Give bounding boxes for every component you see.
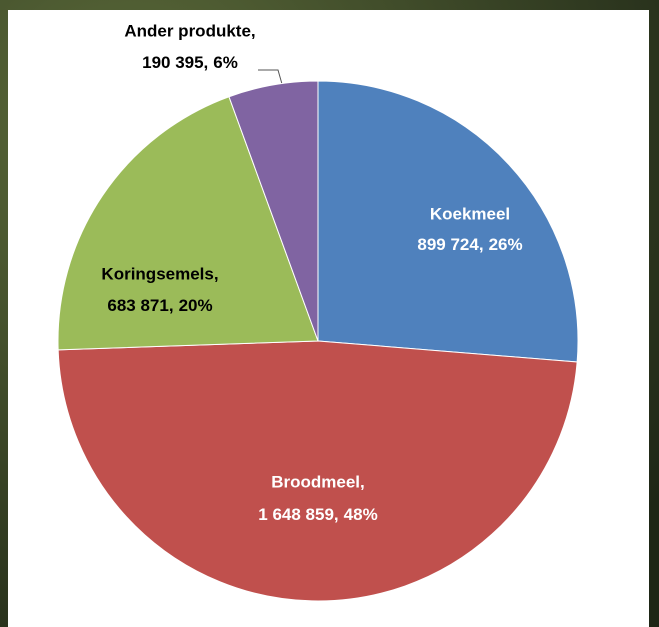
value-label: 190 395, — [142, 53, 208, 72]
percent-label: 20% — [179, 296, 213, 315]
slice-value: 190 395, 6% — [142, 53, 238, 72]
value-label: 899 724, — [417, 235, 483, 254]
pie-slice — [57, 96, 319, 351]
slice-value: 683 871, 20% — [107, 296, 212, 315]
slice-value: 899 724, 26% — [417, 235, 522, 254]
percent-label: 26% — [489, 235, 523, 254]
slice-name: Ander produkte, — [124, 21, 255, 40]
leader-line — [258, 69, 283, 85]
percent-label: 6% — [213, 53, 238, 72]
slice-name: Koringsemels, — [101, 264, 218, 283]
percent-label: 48% — [344, 505, 378, 524]
slice-value: 1 648 859, 48% — [258, 505, 377, 524]
slice-name: Broodmeel, — [271, 472, 365, 491]
value-label: 683 871, — [107, 296, 173, 315]
pie-slice — [228, 80, 319, 342]
pie-slice — [317, 80, 579, 363]
value-label: 1 648 859, — [258, 505, 338, 524]
pie-slice — [57, 340, 578, 602]
slice-name: Koekmeel — [430, 204, 510, 223]
